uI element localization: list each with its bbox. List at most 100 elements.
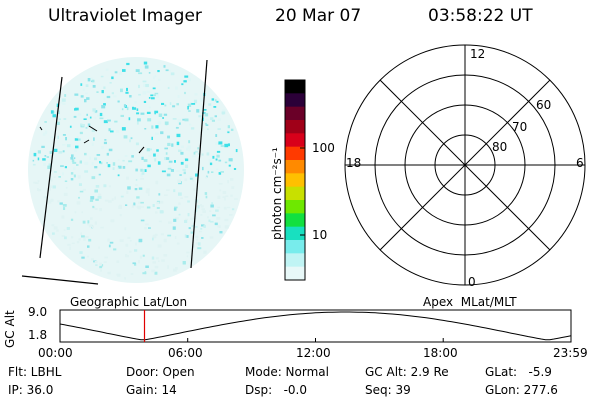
emission-speck [50, 110, 54, 114]
emission-speck [119, 214, 122, 217]
emission-speck [84, 170, 89, 173]
emission-speck [76, 241, 80, 244]
emission-speck [96, 154, 101, 156]
emission-speck [151, 125, 154, 129]
emission-speck [146, 90, 151, 93]
emission-speck [138, 187, 143, 190]
emission-speck [195, 173, 199, 177]
emission-speck [218, 159, 222, 162]
emission-speck [50, 198, 54, 202]
uv-emission-specks [32, 61, 238, 280]
dsp-status: Dsp: -0.0 [245, 383, 308, 397]
emission-speck [146, 148, 151, 152]
emission-speck [81, 256, 85, 259]
emission-speck [144, 227, 147, 230]
emission-speck [216, 100, 219, 103]
emission-speck [194, 93, 198, 96]
emission-speck [194, 150, 198, 153]
emission-speck [219, 231, 223, 234]
emission-speck [101, 115, 105, 118]
emission-speck [154, 110, 159, 114]
emission-speck [203, 250, 207, 254]
emission-speck [125, 254, 129, 258]
emission-speck [209, 236, 214, 239]
emission-speck [63, 192, 68, 196]
emission-speck [172, 118, 177, 120]
emission-speck [166, 189, 170, 191]
emission-speck [90, 258, 94, 261]
emission-speck [224, 197, 226, 201]
emission-speck [183, 171, 186, 175]
emission-speck [108, 128, 111, 132]
emission-speck [100, 269, 102, 272]
emission-speck [206, 216, 209, 219]
emission-speck [183, 80, 187, 83]
emission-speck [198, 115, 202, 118]
emission-speck [182, 168, 186, 171]
emission-speck [193, 188, 196, 192]
emission-speck [138, 84, 140, 89]
mlat-label-70: 70 [512, 120, 528, 134]
colorbar-band [285, 160, 305, 174]
emission-speck [42, 158, 46, 161]
emission-speck [156, 94, 159, 98]
glat-status: GLat: -5.9 [485, 365, 552, 379]
colorbar-band [285, 93, 305, 108]
emission-speck [92, 205, 95, 208]
emission-speck [116, 260, 120, 264]
emission-speck [144, 65, 149, 69]
emission-speck [135, 184, 138, 187]
emission-speck [186, 147, 189, 151]
timeline-xtick: 12:00 [296, 346, 331, 360]
emission-speck [94, 116, 97, 120]
emission-speck [53, 226, 58, 230]
apex-label: Apex MLat/MLT [423, 295, 517, 309]
emission-speck [222, 109, 226, 113]
emission-speck [77, 175, 81, 179]
emission-speck [84, 152, 87, 156]
emission-speck [225, 195, 229, 197]
emission-speck [48, 187, 51, 191]
emission-speck [140, 201, 144, 204]
emission-speck [134, 101, 137, 104]
emission-speck [101, 105, 106, 109]
emission-speck [140, 173, 143, 178]
emission-speck [200, 205, 204, 208]
emission-speck [223, 206, 227, 210]
emission-speck [97, 114, 101, 117]
emission-speck [158, 220, 162, 223]
emission-speck [134, 188, 138, 191]
emission-speck [159, 210, 164, 214]
emission-speck [91, 142, 94, 147]
emission-speck [143, 159, 148, 162]
emission-speck [215, 158, 218, 161]
emission-speck [49, 151, 54, 154]
emission-speck [135, 242, 137, 246]
emission-speck [200, 213, 203, 216]
emission-speck [126, 87, 128, 92]
emission-speck [82, 124, 85, 127]
emission-speck [49, 178, 53, 182]
emission-speck [125, 243, 129, 247]
emission-speck [176, 141, 180, 146]
emission-speck [151, 97, 155, 100]
emission-speck [80, 83, 83, 86]
emission-speck [107, 119, 111, 122]
emission-speck [235, 149, 238, 153]
emission-speck [222, 196, 226, 199]
emission-speck [190, 217, 194, 221]
emission-speck [163, 253, 168, 257]
emission-speck [139, 255, 142, 259]
emission-speck [184, 234, 187, 238]
emission-speck [194, 235, 199, 239]
emission-speck [76, 136, 79, 139]
emission-speck [81, 235, 85, 238]
emission-speck [218, 141, 223, 145]
emission-speck [101, 90, 104, 94]
emission-speck [73, 174, 76, 178]
emission-speck [144, 271, 147, 275]
emission-speck [167, 234, 172, 237]
emission-speck [58, 176, 61, 178]
colorbar-band [285, 200, 305, 214]
emission-speck [132, 262, 136, 265]
